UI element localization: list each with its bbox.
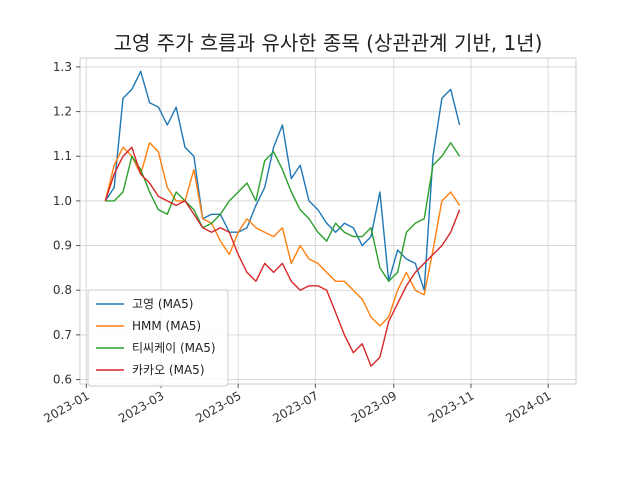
x-tick-label: 2023-05 — [193, 388, 243, 425]
legend-label: 카카오 (MA5) — [132, 363, 205, 377]
series-line-1 — [104, 70, 461, 291]
y-tick-label: 1.2 — [53, 105, 72, 119]
y-tick-label: 0.9 — [53, 239, 72, 253]
y-tick-label: 0.6 — [53, 373, 72, 387]
legend-box — [87, 289, 229, 387]
x-tick-label: 2023-03 — [116, 388, 166, 425]
legend-label: 고영 (MA5) — [132, 297, 193, 311]
legend-label: HMM (MA5) — [132, 319, 201, 333]
y-tick-label: 1.3 — [53, 60, 72, 74]
series-line-2 — [104, 142, 461, 327]
series-line-4 — [104, 146, 461, 367]
x-tick-label: 2023-09 — [349, 388, 399, 425]
y-tick-label: 1.0 — [53, 194, 72, 208]
y-tick-label: 1.1 — [53, 149, 72, 163]
series-line-3 — [105, 142, 461, 282]
x-axis-ticks: 2023-01 2023-03 2023-05 2023-07 2023-09 2023-… — [41, 384, 554, 426]
y-axis-ticks: 0.6 0.7 0.8 0.9 1.0 1.1 1.2 1.3 — [53, 60, 80, 387]
grid — [80, 58, 576, 384]
legend: 고영 (MA5) HMM (MA5) 티씨케이 (MA5) 카카오 (MA5) — [87, 289, 229, 387]
y-tick-label: 0.7 — [53, 328, 72, 342]
x-tick-label: 2023-07 — [270, 388, 320, 425]
plot-frame — [79, 57, 577, 385]
x-tick-label: 2024-01 — [503, 388, 553, 425]
series-layer — [104, 70, 461, 367]
legend-label: 티씨케이 (MA5) — [132, 341, 216, 355]
x-tick-label: 2023-01 — [41, 388, 91, 425]
x-tick-label: 2023-11 — [426, 388, 476, 425]
chart-title: 고영 주가 흐름과 유사한 종목 (상관관계 기반, 1년) — [114, 31, 543, 55]
y-tick-label: 0.8 — [53, 283, 72, 297]
